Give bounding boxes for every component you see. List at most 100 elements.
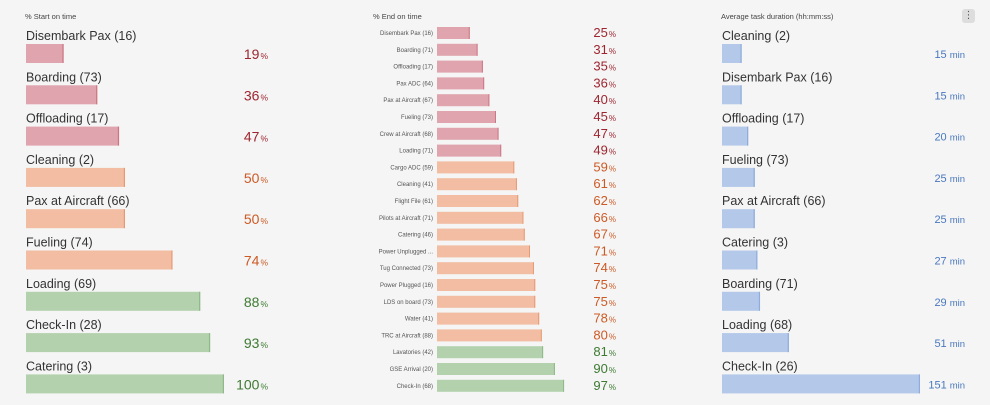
end-on-time-title: % End on time bbox=[373, 12, 422, 21]
duration-bar[interactable] bbox=[722, 333, 789, 353]
end-bar[interactable] bbox=[437, 195, 519, 207]
start-bar[interactable] bbox=[26, 250, 173, 270]
duration-category-label: Loading (68) bbox=[722, 318, 792, 332]
duration-bar[interactable] bbox=[722, 374, 920, 394]
end-bar[interactable] bbox=[437, 346, 544, 359]
end-bar[interactable] bbox=[437, 228, 525, 241]
duration-category-label: Check-In (26) bbox=[722, 359, 798, 373]
end-bar[interactable] bbox=[437, 312, 540, 325]
end-bar[interactable] bbox=[437, 77, 485, 90]
start-bar[interactable] bbox=[26, 126, 120, 146]
duration-value-label: 25 min bbox=[934, 214, 965, 226]
start-value-label: 36% bbox=[244, 87, 269, 103]
duration-category-label: Boarding (71) bbox=[722, 277, 798, 291]
duration-value-label: 27 min bbox=[934, 256, 965, 268]
end-category-label: Offloading (17) bbox=[393, 65, 433, 71]
duration-value-label: 20 min bbox=[934, 132, 965, 144]
start-value-label: 93% bbox=[244, 335, 269, 351]
start-category-label: Offloading (17) bbox=[26, 112, 108, 126]
end-bar[interactable] bbox=[437, 245, 531, 258]
end-category-label: GSE Arrival (20) bbox=[390, 367, 433, 373]
more-options-button[interactable]: ⋮ bbox=[962, 9, 975, 23]
duration-bar-edge bbox=[753, 209, 755, 229]
duration-bar[interactable] bbox=[722, 291, 761, 311]
end-category-label: Loading (71) bbox=[399, 149, 433, 155]
start-category-label: Loading (69) bbox=[26, 277, 96, 291]
start-value-label: 50% bbox=[244, 211, 269, 227]
end-bar[interactable] bbox=[437, 60, 483, 73]
end-bar[interactable] bbox=[437, 295, 536, 308]
end-value-label: 90% bbox=[593, 361, 616, 376]
end-bar[interactable] bbox=[437, 127, 499, 140]
duration-category-label: Fueling (73) bbox=[722, 153, 789, 167]
start-value-label: 50% bbox=[244, 170, 269, 186]
end-value-label: 71% bbox=[593, 243, 616, 258]
end-bar[interactable] bbox=[437, 379, 565, 392]
end-bar-edge bbox=[534, 295, 536, 308]
end-bar[interactable] bbox=[437, 27, 470, 39]
start-bar[interactable] bbox=[26, 85, 98, 105]
end-bar-edge bbox=[481, 60, 483, 73]
start-bar[interactable] bbox=[26, 209, 125, 229]
start-bar[interactable] bbox=[26, 291, 201, 311]
end-category-label: Pax ADC (64) bbox=[396, 81, 433, 87]
end-bar[interactable] bbox=[437, 144, 502, 157]
start-bar-edge bbox=[171, 250, 173, 270]
end-category-label: Check-In (68) bbox=[397, 384, 433, 390]
duration-bar[interactable] bbox=[722, 250, 758, 270]
duration-bar-edge bbox=[918, 374, 920, 394]
end-bar[interactable] bbox=[437, 211, 524, 224]
duration-bar-edge bbox=[740, 44, 742, 63]
end-bar[interactable] bbox=[437, 262, 534, 275]
end-bar[interactable] bbox=[437, 94, 490, 107]
duration-bar-edge bbox=[756, 250, 758, 270]
duration-value-label: 51 min bbox=[934, 338, 965, 350]
duration-bar[interactable] bbox=[722, 209, 755, 229]
start-bar[interactable] bbox=[26, 44, 64, 63]
duration-category-label: Cleaning (2) bbox=[722, 29, 790, 43]
end-bar[interactable] bbox=[437, 279, 536, 291]
end-category-label: Tug Connected (73) bbox=[380, 266, 433, 272]
end-bar-edge bbox=[522, 211, 524, 224]
start-bar-edge bbox=[117, 126, 120, 146]
end-bar-edge bbox=[532, 262, 534, 275]
duration-bar[interactable] bbox=[722, 167, 755, 187]
end-value-label: 25% bbox=[593, 25, 616, 40]
end-bar-edge bbox=[488, 94, 490, 107]
duration-category-label: Offloading (17) bbox=[722, 112, 804, 126]
duration-category-label: Pax at Aircraft (66) bbox=[722, 194, 826, 208]
start-value-label: 88% bbox=[244, 294, 269, 310]
end-value-label: 61% bbox=[593, 176, 616, 191]
start-value-label: 19% bbox=[244, 46, 269, 62]
end-category-label: Pax at Aircraft (67) bbox=[383, 98, 433, 104]
start-on-time-chart: Disembark Pax (16) 19% Boarding (73) 36% Off… bbox=[26, 29, 269, 394]
duration-bar[interactable] bbox=[722, 126, 749, 146]
start-bar[interactable] bbox=[26, 333, 211, 353]
end-value-label: 67% bbox=[593, 227, 616, 242]
duration-bar-edge bbox=[740, 85, 742, 105]
duration-value-label: 29 min bbox=[934, 297, 965, 309]
end-bar[interactable] bbox=[437, 111, 496, 123]
duration-bar[interactable] bbox=[722, 85, 742, 105]
duration-bar[interactable] bbox=[722, 44, 742, 63]
end-value-label: 40% bbox=[593, 92, 616, 107]
end-category-label: Fueling (73) bbox=[401, 115, 433, 121]
end-bar[interactable] bbox=[437, 329, 542, 342]
duration-value-label: 15 min bbox=[934, 49, 965, 61]
start-category-label: Pax at Aircraft (66) bbox=[26, 194, 130, 208]
start-on-time-title: % Start on time bbox=[25, 12, 77, 21]
end-bar[interactable] bbox=[437, 178, 517, 191]
start-bar[interactable] bbox=[26, 167, 125, 187]
end-bar[interactable] bbox=[437, 43, 478, 56]
start-category-label: Boarding (73) bbox=[26, 70, 102, 84]
end-bar-edge bbox=[476, 43, 478, 56]
end-bar[interactable] bbox=[437, 363, 555, 375]
end-bar[interactable] bbox=[437, 161, 515, 174]
start-bar-edge bbox=[123, 209, 125, 229]
end-category-label: Crew at Aircraft (68) bbox=[380, 132, 433, 138]
end-category-label: Power Plugged (16) bbox=[380, 283, 433, 289]
start-category-label: Cleaning (2) bbox=[26, 153, 94, 167]
end-value-label: 45% bbox=[593, 109, 616, 124]
start-bar[interactable] bbox=[26, 374, 224, 394]
end-bar-edge bbox=[497, 127, 499, 140]
